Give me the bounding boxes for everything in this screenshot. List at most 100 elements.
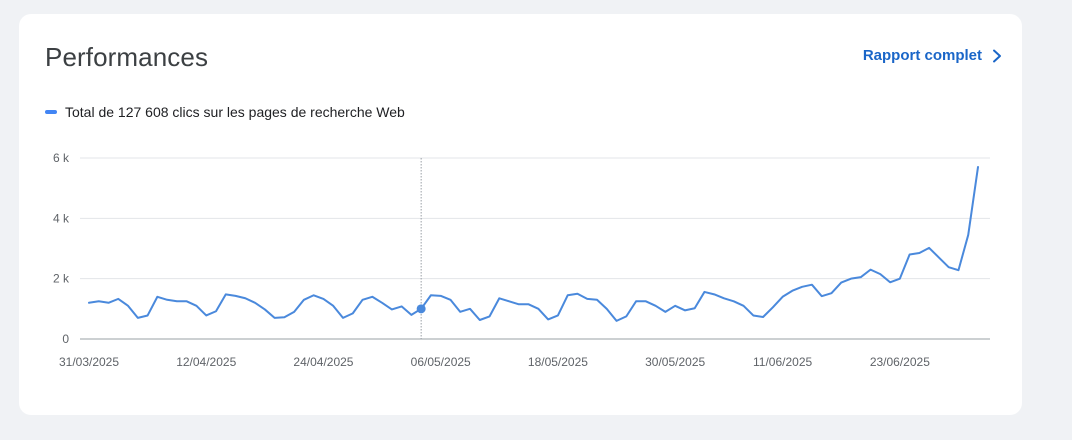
data-point[interactable]	[242, 295, 248, 301]
data-point[interactable]	[653, 303, 659, 309]
data-point[interactable]	[731, 298, 737, 304]
full-report-label: Rapport complet	[862, 47, 982, 64]
data-point[interactable]	[809, 282, 815, 288]
data-point[interactable]	[692, 305, 698, 311]
x-tick-label: 18/05/2025	[528, 355, 588, 369]
data-point[interactable]	[389, 306, 395, 312]
y-tick-label: 4 k	[53, 211, 70, 225]
data-point[interactable]	[643, 298, 649, 304]
data-point[interactable]	[614, 318, 620, 324]
data-point[interactable]	[907, 252, 913, 258]
data-point[interactable]	[711, 291, 717, 297]
data-point[interactable]	[320, 296, 326, 302]
data-point[interactable]	[858, 274, 864, 280]
data-point[interactable]	[467, 306, 473, 312]
data-point[interactable]	[262, 306, 268, 312]
data-point[interactable]	[926, 245, 932, 251]
data-point[interactable]	[555, 312, 561, 318]
data-point[interactable]	[360, 297, 366, 303]
data-point[interactable]	[799, 284, 805, 290]
data-point[interactable]	[526, 301, 532, 307]
data-point[interactable]	[115, 296, 121, 302]
data-point[interactable]	[887, 279, 893, 285]
data-point[interactable]	[975, 164, 981, 170]
data-point[interactable]	[154, 294, 160, 300]
x-tick-label: 12/04/2025	[176, 355, 236, 369]
data-point[interactable]	[604, 306, 610, 312]
data-point[interactable]	[662, 309, 668, 315]
data-point[interactable]	[164, 297, 170, 303]
data-point[interactable]	[340, 315, 346, 321]
data-point[interactable]	[760, 314, 766, 320]
data-point[interactable]	[447, 297, 453, 303]
data-point[interactable]	[203, 312, 209, 318]
data-point[interactable]	[408, 312, 414, 318]
data-point[interactable]	[789, 288, 795, 294]
data-point[interactable]	[916, 250, 922, 256]
data-point[interactable]	[174, 298, 180, 304]
data-point[interactable]	[291, 309, 297, 315]
data-point[interactable]	[86, 300, 92, 306]
data-point[interactable]	[477, 317, 483, 323]
data-point[interactable]	[496, 295, 502, 301]
data-point[interactable]	[428, 292, 434, 298]
data-point[interactable]	[233, 293, 239, 299]
data-point[interactable]	[838, 280, 844, 286]
x-tick-label: 24/04/2025	[293, 355, 353, 369]
data-point[interactable]	[193, 303, 199, 309]
data-point[interactable]	[955, 267, 961, 273]
data-point[interactable]	[877, 271, 883, 277]
data-point[interactable]	[272, 315, 278, 321]
data-point[interactable]	[213, 308, 219, 314]
data-point[interactable]	[594, 297, 600, 303]
data-point[interactable]	[741, 303, 747, 309]
data-point[interactable]	[184, 298, 190, 304]
data-point[interactable]	[281, 314, 287, 320]
data-point[interactable]	[721, 295, 727, 301]
highlighted-data-point[interactable]	[416, 304, 426, 314]
data-point[interactable]	[399, 303, 405, 309]
data-point[interactable]	[848, 276, 854, 282]
data-point[interactable]	[487, 313, 493, 319]
data-point[interactable]	[457, 309, 463, 315]
data-point[interactable]	[330, 303, 336, 309]
data-point[interactable]	[125, 303, 131, 309]
data-point[interactable]	[897, 276, 903, 282]
data-point[interactable]	[106, 300, 112, 306]
data-point[interactable]	[145, 312, 151, 318]
data-point[interactable]	[301, 297, 307, 303]
full-report-link[interactable]: Rapport complet	[863, 47, 1002, 64]
data-point[interactable]	[946, 264, 952, 270]
data-point[interactable]	[584, 296, 590, 302]
data-point[interactable]	[672, 303, 678, 309]
data-point[interactable]	[545, 316, 551, 322]
data-point[interactable]	[379, 300, 385, 306]
data-point[interactable]	[868, 267, 874, 273]
data-point[interactable]	[780, 294, 786, 300]
data-point[interactable]	[369, 294, 375, 300]
data-point[interactable]	[701, 289, 707, 295]
data-point[interactable]	[936, 255, 942, 261]
data-point[interactable]	[350, 310, 356, 316]
data-point[interactable]	[770, 304, 776, 310]
data-point[interactable]	[633, 298, 639, 304]
data-point[interactable]	[516, 301, 522, 307]
data-point[interactable]	[819, 293, 825, 299]
data-point[interactable]	[135, 315, 141, 321]
chart-legend[interactable]: Total de 127 608 clics sur les pages de …	[45, 104, 405, 120]
data-point[interactable]	[506, 298, 512, 304]
data-point[interactable]	[828, 290, 834, 296]
data-point[interactable]	[565, 292, 571, 298]
data-point[interactable]	[623, 313, 629, 319]
data-point[interactable]	[535, 306, 541, 312]
data-point[interactable]	[96, 298, 102, 304]
data-point[interactable]	[965, 232, 971, 238]
data-point[interactable]	[750, 312, 756, 318]
data-point[interactable]	[252, 300, 258, 306]
data-point[interactable]	[682, 307, 688, 313]
data-point[interactable]	[438, 293, 444, 299]
data-point[interactable]	[574, 291, 580, 297]
data-point[interactable]	[311, 292, 317, 298]
data-point[interactable]	[223, 291, 229, 297]
